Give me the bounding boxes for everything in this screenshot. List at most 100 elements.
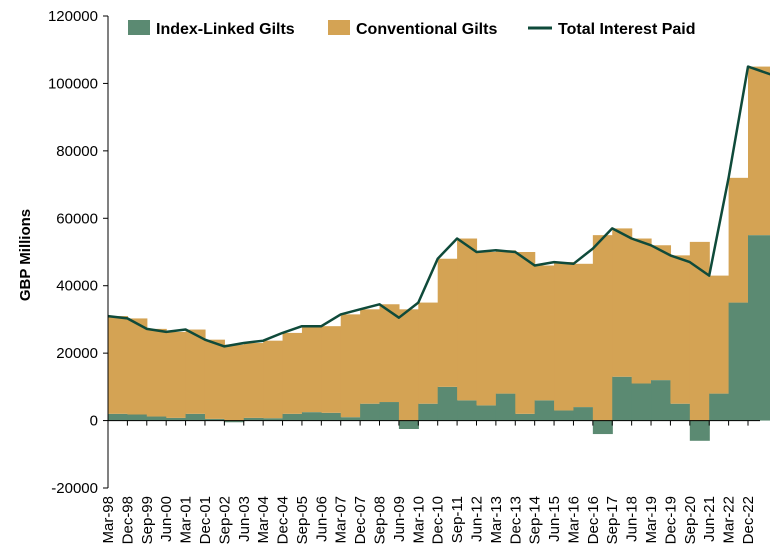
y-tick-label: 40000 [56,278,98,295]
conventional-bar [224,344,245,421]
conventional-bar [592,235,613,421]
conventional-bar [263,340,284,419]
conventional-bar [146,328,167,417]
index-linked-bar [534,400,555,421]
conventional-bar [108,316,128,414]
index-linked-bar [418,403,439,421]
x-tick-label: Mar-01 [178,496,195,544]
conventional-bar [670,255,691,404]
index-linked-bar [321,412,342,421]
conventional-bar [418,302,439,404]
index-linked-bar [709,393,730,421]
x-tick-label: Mar-10 [410,496,427,544]
conventional-bar [612,228,633,377]
legend-swatch-index-linked [128,20,150,35]
conventional-bar [243,343,264,418]
x-tick-label: Jun-03 [236,496,253,542]
y-tick-label: 80000 [56,143,98,160]
x-tick-label: Mar-98 [100,496,117,544]
conventional-bar [476,252,497,406]
conventional-bar [515,252,536,414]
conventional-bar [204,339,225,419]
index-linked-bar [243,417,264,421]
y-tick-label: 120000 [48,8,98,25]
y-tick-label: 60000 [56,210,98,227]
index-linked-bar [437,386,458,421]
x-tick-label: Mar-07 [333,496,350,544]
index-linked-bar [224,420,245,423]
index-linked-bar [689,420,710,441]
index-linked-bar [670,403,691,421]
conventional-bar [495,250,516,394]
conventional-bar [321,326,342,413]
index-linked-bar [185,413,206,421]
legend-label-index-linked: Index-Linked Gilts [156,21,295,38]
y-tick-label: 20000 [56,345,98,362]
x-tick-label: Jun-15 [546,496,563,542]
conventional-bar [457,238,478,401]
index-linked-bar [146,416,167,421]
x-tick-label: Dec-04 [275,496,292,544]
x-tick-label: Sep-20 [682,496,699,544]
conventional-bar [709,275,730,394]
x-tick-label: Dec-16 [585,496,602,544]
legend-swatch-conventional [328,20,350,35]
index-linked-bar [398,420,419,429]
conventional-bar [301,326,322,413]
x-tick-label: Mar-16 [565,496,582,544]
index-linked-bar [651,380,672,421]
x-tick-label: Sep-08 [372,496,389,544]
index-linked-bar [748,235,770,421]
x-tick-label: Mar-04 [255,496,272,544]
index-linked-bar [612,376,633,421]
conventional-bar [631,238,652,384]
conventional-bar [127,318,148,415]
y-tick-label: -20000 [51,480,98,497]
total-interest-line [107,65,770,348]
index-linked-bar [204,418,225,421]
conventional-bar [166,331,187,418]
x-tick-label: Dec-10 [430,496,447,544]
plot-area [107,65,770,441]
x-tick-label: Sep-05 [294,496,311,544]
x-tick-label: Jun-18 [624,496,641,542]
conventional-bar [437,258,458,387]
index-linked-bar [631,383,652,421]
index-linked-bar [379,402,400,421]
y-tick-label: 0 [90,413,98,430]
x-tick-label: Dec-19 [662,496,679,544]
index-linked-bar [573,407,594,421]
conventional-bar [534,265,555,401]
x-tick-label: Jun-21 [701,496,718,542]
legend: Index-Linked Gilts Conventional Gilts To… [128,20,696,38]
index-linked-bar [457,400,478,421]
index-linked-bar [263,418,284,421]
index-linked-bar [108,413,128,421]
x-tick-label: Dec-22 [740,496,757,544]
conventional-bar [689,241,710,421]
legend-label-conventional: Conventional Gilts [356,21,497,38]
y-axis-title: GBP Millions [17,209,34,301]
x-tick-label: Dec-13 [507,496,524,544]
x-tick-label: Sep-17 [604,496,621,544]
index-linked-bar [127,414,148,421]
index-linked-bar [282,413,303,421]
index-linked-bar [554,410,575,421]
axes: 120000100000800006000040000200000-20000M… [48,8,760,544]
x-tick-label: Sep-99 [139,496,156,544]
conventional-bar [282,332,303,414]
x-tick-label: Mar-19 [643,496,660,544]
conventional-bar [728,177,749,303]
x-tick-label: Jun-06 [313,496,330,542]
x-tick-label: Sep-14 [527,496,544,544]
index-linked-bar [592,420,613,435]
x-tick-label: Dec-98 [119,496,136,544]
conventional-bar [379,304,400,403]
conventional-bar [398,309,419,421]
index-linked-bar [301,412,322,421]
conventional-bar [651,245,672,381]
conventional-bar [554,262,575,411]
x-tick-label: Mar-22 [721,496,738,544]
x-tick-label: Dec-07 [352,496,369,544]
